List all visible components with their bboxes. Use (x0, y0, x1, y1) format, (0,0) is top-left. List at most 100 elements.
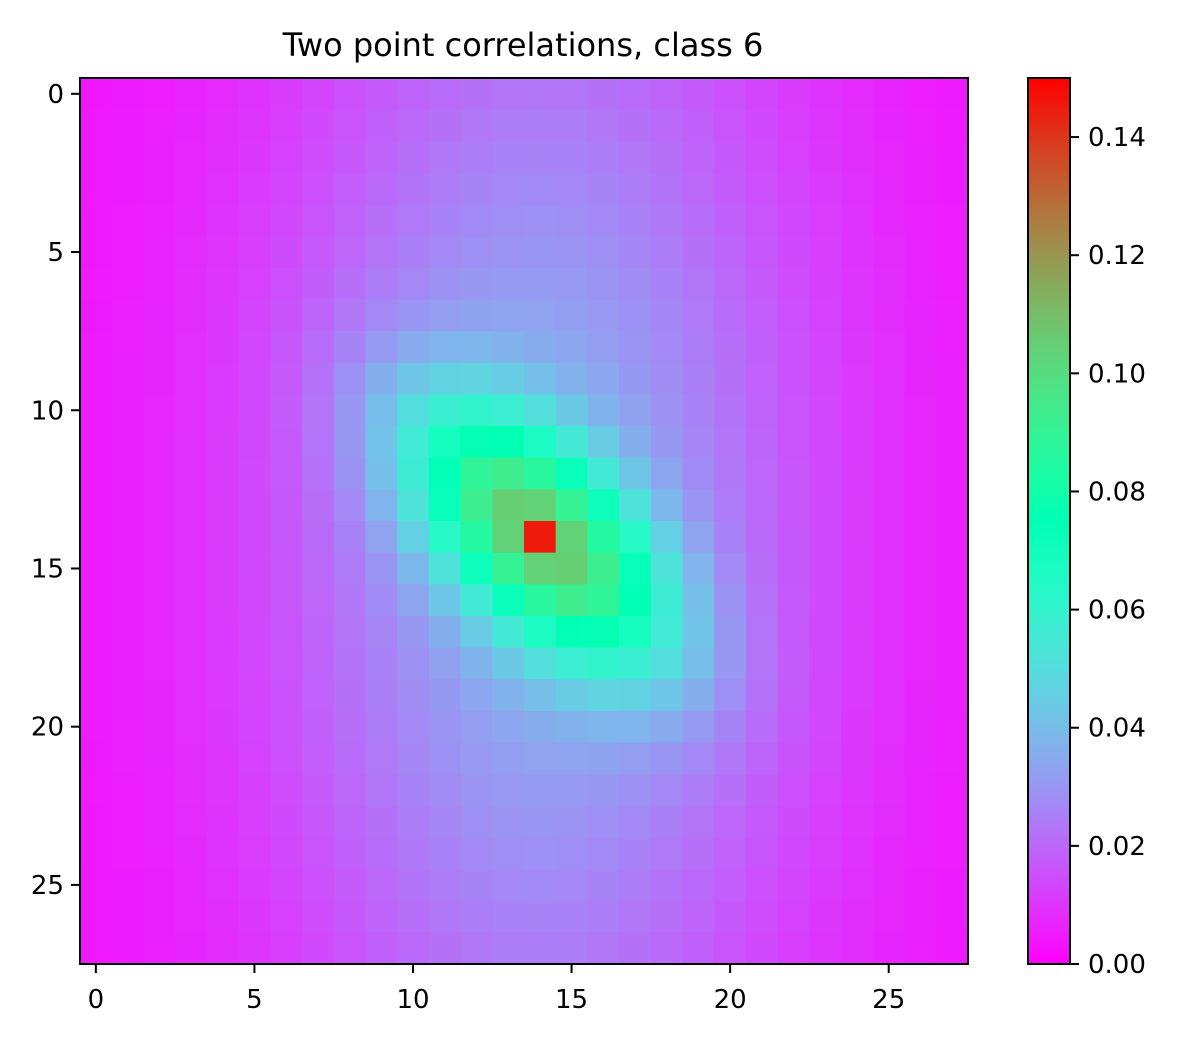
heatmap-cell (555, 489, 589, 522)
heatmap-cell (524, 552, 557, 585)
heatmap-cell (365, 521, 398, 554)
heatmap-cell (904, 362, 937, 396)
heatmap-cell (428, 584, 462, 617)
heatmap-cell (872, 267, 906, 301)
heatmap-cell (619, 267, 652, 301)
heatmap-cell (841, 78, 874, 111)
heatmap-cell (650, 805, 684, 839)
heatmap-cell (904, 331, 937, 364)
heatmap-cell (238, 900, 271, 933)
heatmap-cell (397, 109, 430, 142)
x-axis: 0 5 10 15 20 25 (88, 964, 905, 1015)
heatmap-cell (714, 172, 747, 206)
heatmap-cell (270, 426, 303, 459)
heatmap-cell (555, 584, 589, 617)
heatmap-cell (872, 710, 906, 744)
heatmap-cell (524, 109, 557, 142)
heatmap-cell (397, 932, 430, 965)
heatmap-cell (206, 78, 240, 111)
heatmap-cell (492, 710, 525, 744)
heatmap-cell (619, 805, 652, 839)
heatmap-cell (365, 615, 398, 649)
heatmap-cell (270, 78, 303, 111)
heatmap-cell (460, 141, 493, 174)
heatmap-cell (841, 615, 874, 649)
heatmap-cell (777, 204, 811, 237)
heatmap-cell (714, 489, 747, 522)
heatmap-cell (492, 236, 525, 269)
heatmap-cell (936, 869, 969, 902)
heatmap-cell (587, 394, 620, 427)
heatmap-cell (143, 742, 176, 775)
heatmap-cell (238, 204, 271, 237)
heatmap-cell (904, 774, 937, 807)
heatmap-cell (619, 679, 652, 712)
heatmap-cell (714, 204, 747, 237)
heatmap-cell (587, 774, 620, 807)
heatmap-cell (555, 204, 589, 237)
heatmap-cell (904, 204, 937, 237)
heatmap-cell (841, 805, 874, 839)
heatmap-cell (524, 742, 557, 775)
heatmap-cell (143, 172, 176, 206)
heatmap-cell (206, 362, 240, 396)
heatmap-cell (936, 394, 969, 427)
heatmap-cell (302, 299, 335, 332)
heatmap-cell (904, 742, 937, 775)
heatmap-cell (841, 109, 874, 142)
heatmap-cell (682, 362, 715, 396)
heatmap-cell (397, 679, 430, 712)
heatmap-cell (143, 679, 176, 712)
heatmap-cell (841, 141, 874, 174)
heatmap-cell (428, 710, 462, 744)
heatmap-cell (524, 267, 557, 301)
heatmap-cell (777, 78, 811, 111)
heatmap-cell (302, 679, 335, 712)
heatmap-cell (333, 457, 367, 490)
heatmap-cell (555, 869, 589, 902)
y-tick-label: 10 (31, 396, 64, 426)
heatmap-cell (619, 299, 652, 332)
heatmap-cell (872, 489, 906, 522)
heatmap-cell (206, 710, 240, 744)
heatmap-cell (492, 489, 525, 522)
heatmap-cell (143, 710, 176, 744)
heatmap-cell (841, 584, 874, 617)
heatmap-cell (587, 78, 620, 111)
heatmap-cell (80, 204, 113, 237)
heatmap-cell (555, 236, 589, 269)
heatmap-cell (555, 647, 589, 680)
heatmap-cell (270, 331, 303, 364)
heatmap-cell (904, 710, 937, 744)
heatmap-cell (619, 172, 652, 206)
heatmap-cell (555, 394, 589, 427)
heatmap-cell (746, 900, 779, 933)
heatmap-cell (143, 521, 176, 554)
heatmap-cell (460, 172, 493, 206)
heatmap-cell (746, 932, 779, 965)
x-tick-label: 15 (555, 985, 588, 1015)
heatmap-cell (333, 362, 367, 396)
heatmap-cell (936, 647, 969, 680)
heatmap-cell (809, 521, 842, 554)
heatmap-cell (872, 109, 906, 142)
heatmap-cell (460, 236, 493, 269)
heatmap-cell (460, 742, 493, 775)
heatmap-cell (333, 267, 367, 301)
heatmap-cell (365, 679, 398, 712)
heatmap-cell (460, 615, 493, 649)
heatmap-cell (746, 489, 779, 522)
heatmap-cell (872, 647, 906, 680)
heatmap-cell (80, 647, 113, 680)
heatmap-cell (302, 647, 335, 680)
heatmap-cell (302, 362, 335, 396)
heatmap-cell (809, 932, 842, 965)
heatmap-cell (872, 742, 906, 775)
heatmap-cell (270, 299, 303, 332)
heatmap-cell (302, 204, 335, 237)
heatmap-cell (175, 457, 208, 490)
heatmap-cell (397, 774, 430, 807)
heatmap-cell (143, 267, 176, 301)
heatmap-cell (872, 521, 906, 554)
